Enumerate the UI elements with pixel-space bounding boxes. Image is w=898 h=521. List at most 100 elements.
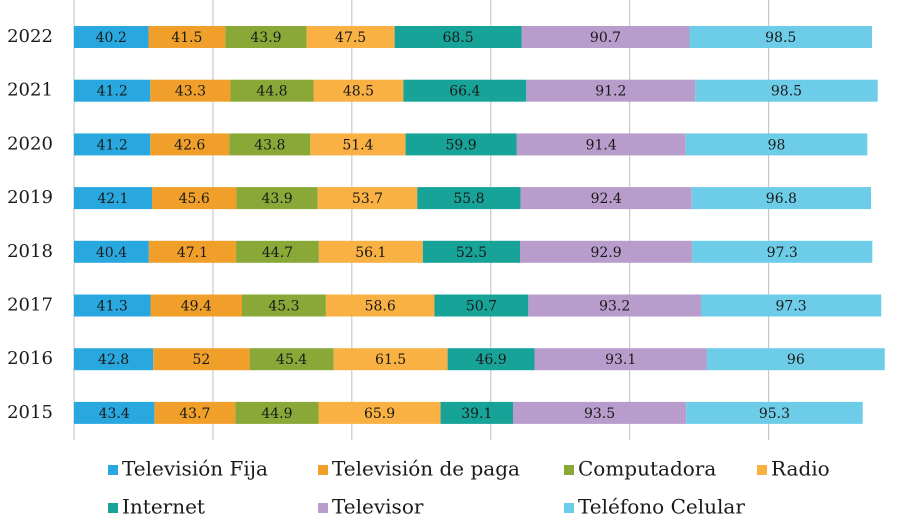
bar-segment [692,240,873,263]
y-tick-label: 2020 [7,133,53,154]
bar-segment [242,294,326,317]
bar-segment [521,26,690,48]
legend-swatch [564,465,574,475]
bar-segment [689,26,872,48]
bar-segment [150,133,230,156]
data-label: 53.7 [352,191,383,207]
bar-segment [691,187,872,210]
bar-segment [236,240,319,263]
bar-segment [230,79,314,102]
bar-segment [150,79,231,102]
legend-swatch [564,503,574,513]
bar-segment [249,348,334,371]
bar-segment [74,26,149,48]
legend-label: Computadora [578,457,716,481]
bar-segment [686,401,863,424]
bar-segment [520,187,692,210]
bar-segment [74,187,152,210]
bar-segment [148,240,237,263]
y-tick-label: 2019 [7,187,53,208]
legend-label: Teléfono Celular [578,495,745,519]
data-label: 98 [768,137,786,153]
data-label: 43.4 [99,406,130,422]
legend-swatch [108,503,118,513]
bar-segment [150,294,243,317]
data-label: 40.4 [96,245,127,261]
legend-label: Televisor [332,495,424,519]
data-label: 51.4 [342,137,373,153]
data-label: 41.5 [171,30,202,46]
data-label: 41.2 [97,137,128,153]
bar-segment [74,401,155,424]
y-tick-label: 2015 [7,402,53,423]
bar-segment [706,348,885,371]
bar-segment [325,294,435,317]
data-label: 98.5 [771,84,802,100]
data-label: 45.4 [276,352,307,368]
data-label: 45.6 [179,191,210,207]
bar-segment [526,79,696,102]
data-label: 39.1 [461,406,492,422]
data-label: 49.4 [181,299,212,315]
bar-segment [520,240,693,263]
bar-segment [440,401,513,424]
data-label: 43.9 [250,30,281,46]
data-label: 55.8 [453,191,484,207]
bar-segment [405,133,517,156]
data-label: 97.3 [767,245,798,261]
data-label: 97.3 [776,299,807,315]
data-label: 91.4 [586,137,617,153]
bar-segment [153,348,250,371]
data-label: 92.4 [591,191,622,207]
data-label: 68.5 [442,30,473,46]
data-label: 44.7 [262,245,293,261]
data-label: 65.9 [364,406,395,422]
bar-segment [310,133,406,156]
data-label: 43.8 [254,137,285,153]
legend-label: Televisión de paga [332,457,520,481]
bar-segment [236,187,318,210]
bar-segment [306,26,395,48]
bar-segment [333,348,448,371]
bar-segment [151,187,237,210]
bar-segment [74,79,151,102]
data-label: 48.5 [343,84,374,100]
bar-segment [685,133,868,156]
legend-swatch [757,465,767,475]
bar-segment [318,240,423,263]
data-label: 93.5 [584,406,615,422]
data-label: 92.9 [590,245,621,261]
data-label: 93.2 [599,299,630,315]
data-label: 47.5 [335,30,366,46]
bar-segment [154,401,236,424]
bar-segment [516,133,686,156]
data-label: 50.7 [466,299,497,315]
bar-segment [695,79,878,102]
data-label: 47.1 [177,245,208,261]
data-label: 40.2 [96,30,127,46]
legend-swatch [318,503,328,513]
data-label: 42.8 [98,352,129,368]
data-label: 98.5 [765,30,796,46]
legend-swatch [318,465,328,475]
data-label: 44.9 [261,406,292,422]
y-tick-label: 2017 [7,295,53,316]
data-label: 93.1 [605,352,636,368]
bar-segment [313,79,404,102]
data-label: 95.3 [759,406,790,422]
bar-segment [317,187,418,210]
data-label: 42.6 [174,137,205,153]
bar-segment [318,401,441,424]
bar-segment [403,79,527,102]
data-label: 41.3 [97,299,128,315]
data-label: 46.9 [475,352,506,368]
data-label: 52.5 [456,245,487,261]
data-label: 56.1 [355,245,386,261]
data-label: 91.2 [595,84,626,100]
bar-segment [74,133,151,156]
data-label: 96.8 [766,191,797,207]
data-label: 44.8 [256,84,287,100]
data-label: 58.6 [365,299,396,315]
bar-segment [700,294,882,317]
bar-segment [447,348,535,371]
